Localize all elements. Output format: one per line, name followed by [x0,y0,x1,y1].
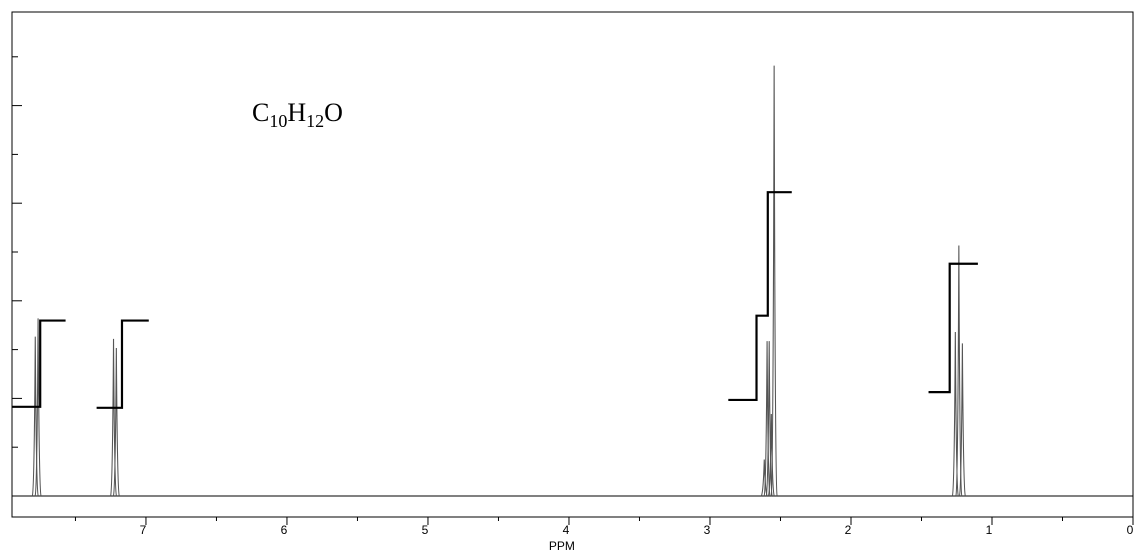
integral-step [12,319,66,408]
peak-line [31,336,39,497]
formula-subscript: 10 [269,111,287,131]
peak-line [770,65,778,497]
x-tick-label: 2 [845,523,852,537]
x-tick-label: 3 [704,523,711,537]
plot-border [11,11,1134,518]
peak-line [112,347,120,497]
x-axis: 7 6 5 4 3 2 1 0 [74,517,1134,537]
peak-line [760,459,768,497]
peak-line [765,341,773,497]
integral-step [96,319,149,409]
peak-multiplet [760,65,778,497]
formula-symbol: C [252,98,269,127]
peak-multiplet [109,338,120,497]
integral-step [728,191,792,402]
x-tick-label: 7 [140,523,147,537]
peak-line [109,338,118,497]
peak-line [767,414,775,497]
y-axis-ticks [12,56,22,497]
peak-line [958,343,966,497]
integral-curves [12,191,978,409]
x-tick-label: 6 [281,523,288,537]
spectrum-peaks [31,65,966,497]
peak-line [763,341,771,497]
formula-symbol: O [324,98,343,127]
formula-symbol: H [287,98,306,127]
plot-frame [11,11,1134,518]
x-axis-label: PPM [549,539,575,553]
x-tick-label: 5 [422,523,429,537]
peak-line [34,318,42,497]
formula-subscript: 12 [306,111,324,131]
x-tick-label: 4 [563,523,570,537]
x-tick-label: 1 [986,523,993,537]
integral-step [928,262,978,394]
x-tick-label: 0 [1127,523,1134,537]
peak-multiplet [31,318,42,497]
molecular-formula: C10H12O [252,98,343,131]
peak-multiplet [951,245,966,497]
